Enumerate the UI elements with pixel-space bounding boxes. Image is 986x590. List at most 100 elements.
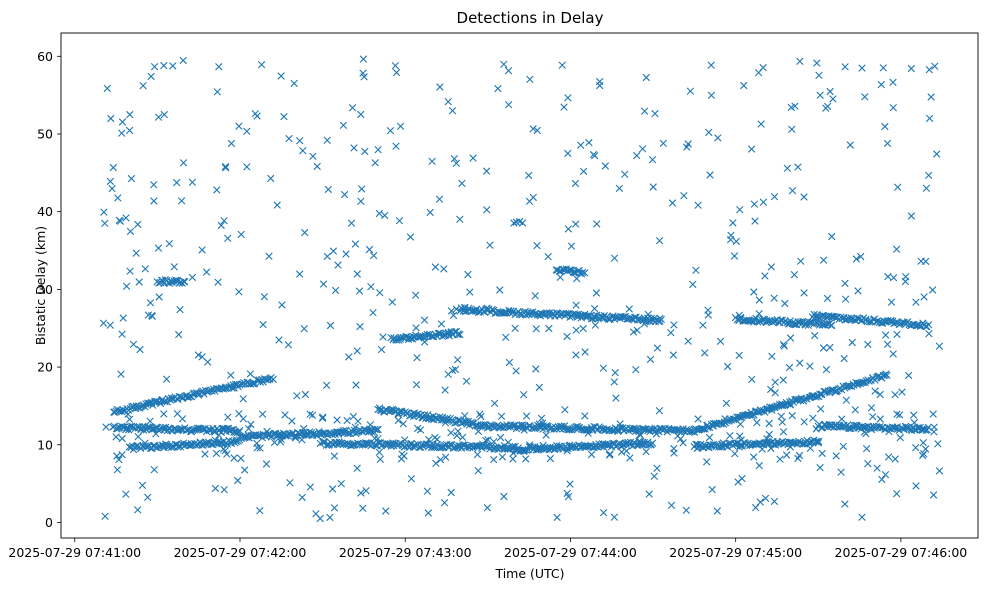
data-point: [800, 289, 808, 297]
data-point: [860, 428, 869, 436]
data-point: [482, 167, 491, 175]
data-point: [828, 321, 836, 329]
data-point: [274, 430, 283, 439]
data-point: [118, 129, 126, 137]
data-point: [525, 171, 533, 180]
data-point: [212, 449, 221, 458]
data-point: [349, 412, 358, 421]
data-point: [392, 68, 401, 77]
data-point: [848, 338, 856, 347]
data-point: [750, 288, 758, 296]
data-point: [376, 289, 384, 297]
data-point: [757, 120, 765, 128]
data-point: [904, 371, 913, 380]
data-point: [826, 87, 834, 96]
data-point: [644, 441, 653, 449]
data-point: [482, 422, 490, 430]
data-point: [577, 141, 585, 149]
data-point: [813, 59, 821, 67]
data-point: [840, 354, 848, 363]
data-point: [392, 142, 400, 150]
data-point: [889, 274, 898, 282]
data-point: [293, 392, 301, 400]
data-point: [883, 340, 892, 348]
data-point: [726, 432, 734, 440]
data-point: [345, 353, 353, 361]
data-point: [777, 412, 785, 420]
data-point: [122, 214, 130, 222]
data-point: [440, 265, 448, 273]
data-point: [919, 439, 927, 447]
data-point: [420, 316, 429, 324]
data-point: [794, 163, 802, 171]
data-point: [920, 293, 928, 301]
data-point: [539, 441, 547, 450]
data-point: [406, 233, 415, 241]
data-point: [931, 62, 939, 70]
data-point: [770, 497, 779, 506]
data-point: [444, 370, 452, 378]
data-point: [101, 219, 109, 227]
data-point: [590, 304, 599, 313]
data-point: [591, 321, 600, 329]
data-point: [306, 483, 314, 491]
data-point: [653, 344, 662, 352]
data-point: [740, 411, 748, 420]
data-point: [301, 431, 310, 439]
data-point: [925, 66, 933, 74]
data-point: [763, 435, 771, 443]
data-point: [484, 423, 492, 431]
data-point: [290, 79, 298, 88]
data-point: [298, 493, 306, 502]
data-point: [394, 411, 402, 419]
data-point: [253, 439, 261, 447]
data-point: [566, 425, 574, 433]
data-point: [291, 434, 300, 442]
data-point: [858, 378, 866, 387]
data-point: [353, 270, 361, 278]
data-point: [565, 266, 574, 274]
y-tick-label: 10: [37, 437, 53, 452]
y-tick-label: 20: [37, 360, 53, 375]
data-point: [447, 429, 455, 437]
data-point: [103, 84, 111, 93]
data-point: [520, 391, 528, 399]
data-point: [771, 389, 779, 397]
data-point: [846, 141, 854, 149]
data-point: [736, 313, 745, 322]
data-point: [648, 156, 657, 164]
data-point: [811, 331, 819, 340]
data-point: [177, 197, 186, 205]
data-point: [351, 423, 359, 431]
data-point: [118, 330, 126, 338]
data-point: [322, 381, 331, 389]
data-point: [714, 134, 722, 142]
data-point: [889, 104, 897, 112]
data-point: [215, 63, 223, 71]
data-point: [579, 167, 588, 176]
data-point: [736, 206, 744, 214]
data-point: [731, 450, 739, 458]
data-point: [656, 314, 664, 323]
data-point: [256, 444, 264, 452]
data-point: [768, 404, 776, 412]
data-point: [329, 247, 338, 255]
data-point: [884, 272, 892, 281]
data-point: [462, 377, 471, 385]
data-point: [224, 424, 233, 432]
data-point: [277, 435, 285, 443]
data-point: [291, 432, 299, 441]
data-point: [703, 421, 712, 429]
data-point: [864, 460, 872, 468]
data-point: [564, 149, 572, 158]
data-point: [767, 385, 775, 394]
data-point: [467, 419, 475, 427]
data-point: [458, 179, 466, 188]
data-point: [374, 146, 382, 154]
data-point: [902, 273, 910, 281]
data-point: [873, 464, 881, 472]
data-point: [316, 514, 324, 523]
data-point: [213, 186, 221, 194]
data-point: [566, 441, 574, 449]
data-point: [759, 198, 768, 206]
